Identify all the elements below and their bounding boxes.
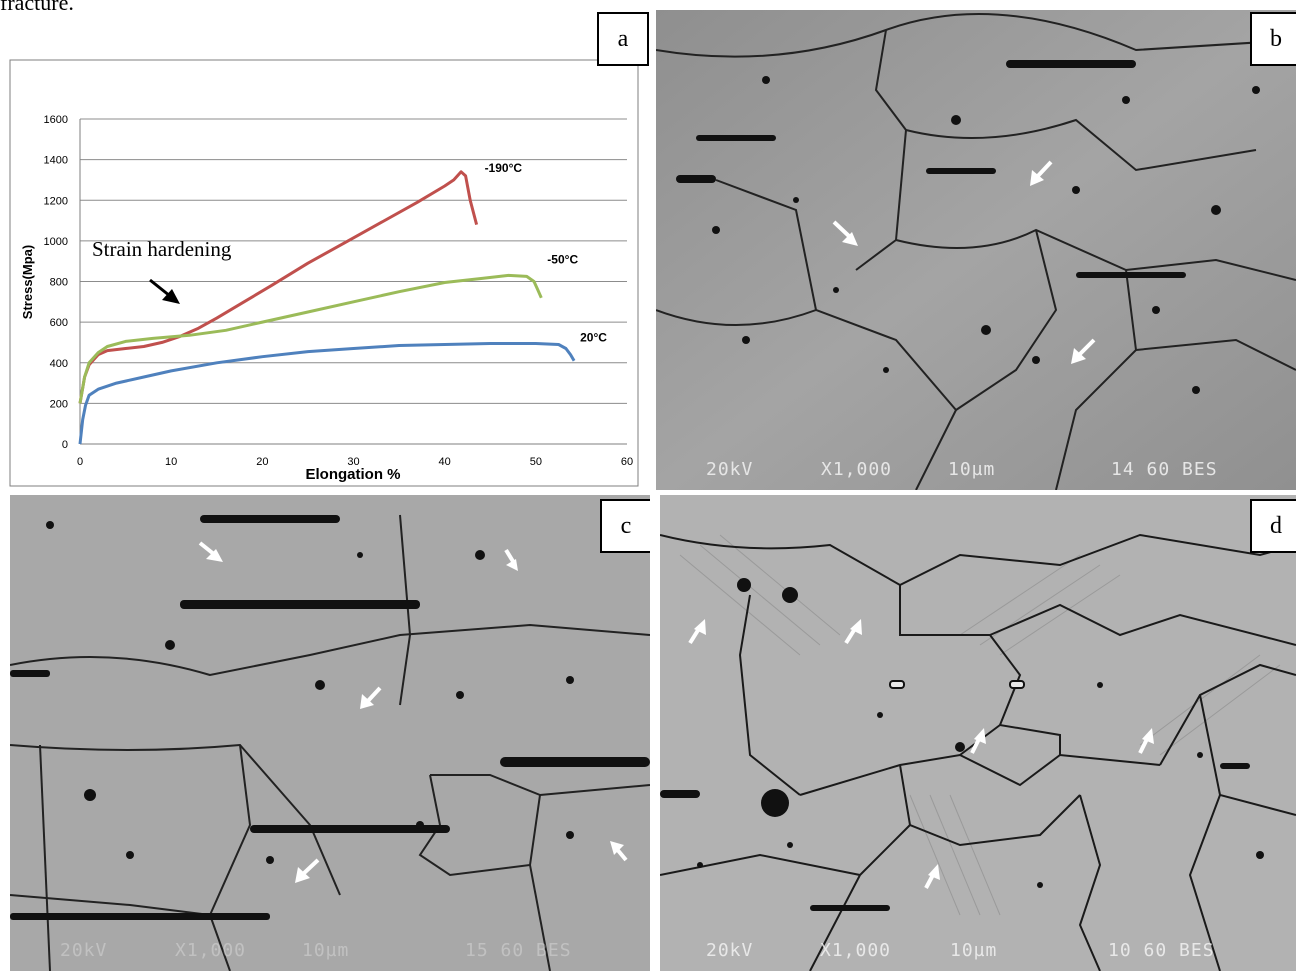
panel-d-mag: X1,000 <box>820 939 892 961</box>
strain-hardening-annotation: Strain hardening <box>92 237 232 261</box>
series-label: 20°C <box>580 330 607 344</box>
y-tick-label: 0 <box>62 439 68 451</box>
annotation-arrowhead <box>162 289 180 304</box>
series-label: -50°C <box>547 252 578 266</box>
x-tick-label: 60 <box>621 456 633 468</box>
panel-c-label: c <box>600 499 650 553</box>
x-tick-label: 40 <box>439 456 451 468</box>
panel-d-id: 10 60 BES <box>1108 939 1215 961</box>
y-tick-label: 1200 <box>44 195 68 207</box>
y-tick-label: 600 <box>50 317 68 329</box>
y-tick-label: 1400 <box>44 155 68 167</box>
panel-c-scale: 10µm <box>302 939 350 961</box>
panel-a: 0 200 400 600 800 1000 1200 1400 1600 0 10 20 30 40 50… <box>0 10 650 490</box>
y-tick-label: 1600 <box>44 114 68 126</box>
sem-micrograph-c <box>10 495 650 971</box>
panel-b-label: b <box>1250 12 1296 66</box>
series-line <box>78 342 576 445</box>
panel-b-scale: 10µm <box>948 458 996 480</box>
panel-d-footer: 20kV X1,000 10µm 10 60 BES <box>660 929 1296 971</box>
y-tick-label: 800 <box>50 277 68 289</box>
sem-micrograph-d <box>660 495 1296 971</box>
x-axis-title: Elongation % <box>306 466 401 483</box>
panel-c-id: 15 60 BES <box>465 939 572 961</box>
panel-c-mag: X1,000 <box>175 939 247 961</box>
y-tick-label: 200 <box>50 398 68 410</box>
series-line <box>78 273 543 404</box>
y-tick-label: 400 <box>50 358 68 370</box>
panel-c-kv: 20kV <box>60 939 108 961</box>
stress-strain-chart: 0 200 400 600 800 1000 1200 1400 1600 0 10 20 30 40 50… <box>9 59 639 487</box>
panel-b-id: 14 60 BES <box>1111 458 1218 480</box>
panel-b-mag: X1,000 <box>821 458 893 480</box>
x-tick-label: 50 <box>530 456 542 468</box>
x-tick-label: 0 <box>77 456 83 468</box>
panel-a-label: a <box>597 12 649 66</box>
panel-b-footer: 20kV X1,000 10µm 14 60 BES <box>656 448 1296 490</box>
panel-d-label: d <box>1250 499 1296 553</box>
x-tick-label: 10 <box>165 456 177 468</box>
panel-c: c 20kV X1,000 10µm 15 60 BES <box>10 495 650 971</box>
annotation-arrow-line <box>149 278 171 298</box>
chart-frame <box>9 59 639 487</box>
panel-d: d 20kV X1,000 10µm 10 60 BES <box>660 495 1296 971</box>
x-tick-label: 20 <box>256 456 268 468</box>
panel-d-scale: 10µm <box>950 939 998 961</box>
sem-micrograph-b <box>656 10 1296 490</box>
panel-b: b 20kV X1,000 10µm 14 60 BES <box>656 10 1296 490</box>
panel-b-kv: 20kV <box>706 458 754 480</box>
y-axis-title: Stress(Mpa) <box>20 245 35 319</box>
series-line <box>78 170 479 404</box>
panel-d-kv: 20kV <box>706 939 754 961</box>
y-tick-label: 1000 <box>44 236 68 248</box>
series-label: -190°C <box>485 161 523 175</box>
panel-c-footer: 20kV X1,000 10µm 15 60 BES <box>10 929 650 971</box>
x-tick-label: 30 <box>347 456 359 468</box>
